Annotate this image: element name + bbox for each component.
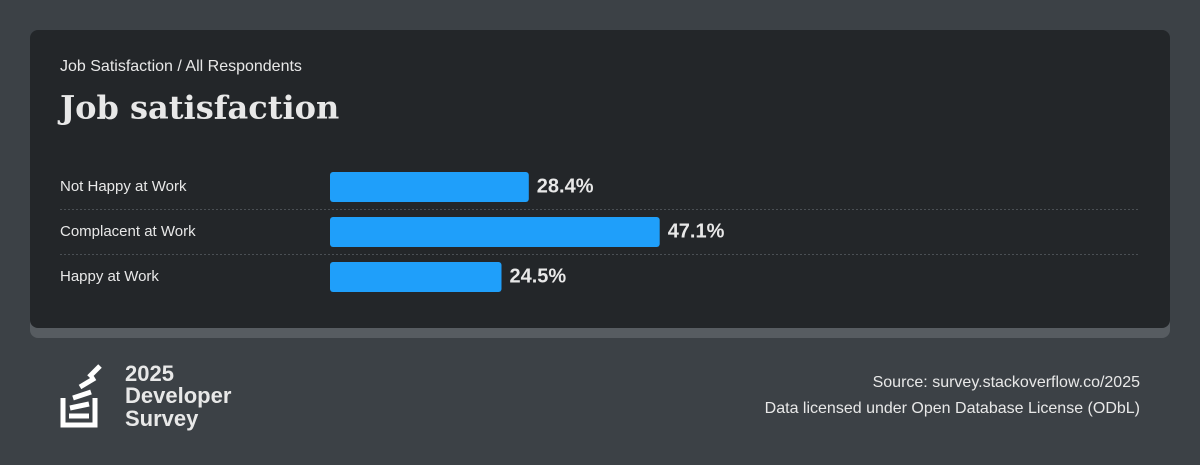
bar — [330, 217, 660, 247]
bar — [330, 172, 529, 202]
logo-text: 2025 — [125, 361, 174, 386]
logo-text: Survey — [125, 406, 199, 431]
category-label: Not Happy at Work — [60, 178, 187, 195]
license: Data licensed under Open Database Licens… — [765, 400, 1140, 417]
category-label: Complacent at Work — [60, 223, 196, 240]
source: Source: survey.stackoverflow.co/2025 — [873, 374, 1140, 391]
card — [30, 30, 1170, 328]
category-label: Happy at Work — [60, 268, 159, 285]
chart-title: Job satisfaction — [57, 89, 339, 127]
logo-icon — [60, 364, 102, 428]
value-label: 24.5% — [510, 265, 567, 287]
value-label: 47.1% — [668, 220, 725, 242]
bar — [330, 262, 502, 292]
chart-subtitle: Job Satisfaction / All Respondents — [60, 58, 302, 75]
value-label: 28.4% — [537, 175, 594, 197]
logo-text: Developer — [125, 383, 232, 408]
